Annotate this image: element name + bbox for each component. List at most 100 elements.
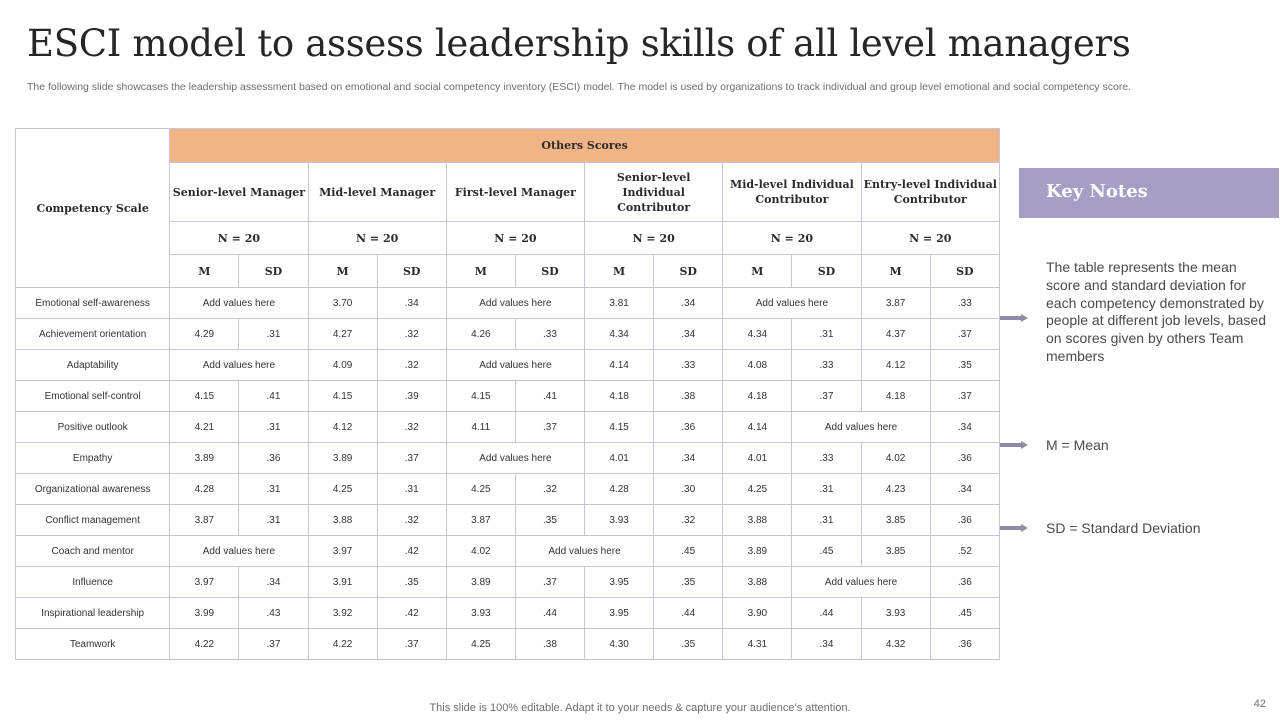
score-cell: 4.08	[722, 349, 793, 381]
sample-size-header: N = 20	[584, 221, 724, 255]
table-row: Achievement orientation 4.29.31 4.27.32 4.2…	[14, 318, 1001, 350]
score-cell: .52	[929, 535, 1001, 567]
score-cell: .34	[653, 287, 724, 319]
score-cell: .36	[238, 442, 309, 474]
competency-label: Adaptability	[14, 349, 171, 381]
score-cell: .33	[653, 349, 724, 381]
score-cell: 3.89	[307, 442, 378, 474]
table-row: Conflict management 3.87.31 3.88.32 3.87.35…	[14, 504, 1001, 536]
mean-header: M	[860, 254, 931, 288]
score-cell: .31	[238, 411, 309, 443]
sample-size-header: N = 20	[307, 221, 447, 255]
score-cell: 3.87	[860, 287, 931, 319]
score-cell: .34	[238, 566, 309, 598]
arrow-icon	[1000, 314, 1028, 322]
score-cell: 4.02	[860, 442, 931, 474]
mean-header: M	[722, 254, 793, 288]
group-header: Entry-level Individual Contributor	[860, 162, 1001, 222]
score-cell: 4.15	[584, 411, 655, 443]
competency-label: Inspirational leadership	[14, 597, 171, 629]
score-cell: 3.90	[722, 597, 793, 629]
score-cell: 4.21	[169, 411, 240, 443]
score-cell: .37	[514, 411, 586, 443]
score-cell: 3.92	[307, 597, 378, 629]
score-cell: .31	[791, 473, 862, 505]
score-cell: .34	[929, 473, 1001, 505]
score-cell: .31	[791, 504, 862, 536]
score-cell: .37	[514, 566, 586, 598]
others-scores-header: Others Scores	[169, 128, 1000, 163]
key-notes-box: Key Notes	[1019, 168, 1279, 218]
score-cell: 3.93	[445, 597, 516, 629]
competency-scale-header: Competency Scale	[14, 128, 171, 288]
score-cell: 4.02	[445, 535, 516, 567]
group-header: Senior-level Manager	[169, 162, 309, 222]
mean-header: M	[584, 254, 655, 288]
table-row: Adaptability Add values here 4.09.32 Add va…	[14, 349, 1001, 381]
score-cell: .44	[514, 597, 586, 629]
competency-label: Influence	[14, 566, 171, 598]
placeholder-cell: Add values here	[169, 349, 309, 381]
score-cell: 3.97	[307, 535, 378, 567]
mean-header: M	[445, 254, 516, 288]
score-cell: .45	[791, 535, 862, 567]
score-cell: .36	[929, 566, 1001, 598]
score-cell: .31	[238, 473, 309, 505]
sample-size-header: N = 20	[445, 221, 586, 255]
footer-text: This slide is 100% editable. Adapt it to…	[429, 702, 851, 714]
score-cell: 3.93	[860, 597, 931, 629]
score-cell: 4.12	[860, 349, 931, 381]
score-cell: 4.23	[860, 473, 931, 505]
score-cell: 4.18	[860, 380, 931, 412]
score-cell: 3.99	[169, 597, 240, 629]
score-cell: 3.87	[169, 504, 240, 536]
score-cell: 4.25	[445, 473, 516, 505]
mean-header: M	[307, 254, 378, 288]
competency-label: Conflict management	[14, 504, 171, 536]
table-row: Influence 3.97.34 3.91.35 3.89.37 3.95.35 3.8…	[14, 566, 1001, 598]
sample-size-header: N = 20	[169, 221, 309, 255]
sample-size-header: N = 20	[860, 221, 1001, 255]
placeholder-cell: Add values here	[445, 349, 586, 381]
score-cell: 3.95	[584, 597, 655, 629]
score-cell: .32	[376, 349, 447, 381]
score-cell: .42	[376, 535, 447, 567]
score-cell: 3.89	[169, 442, 240, 474]
placeholder-cell: Add values here	[169, 535, 309, 567]
score-cell: .37	[791, 380, 862, 412]
table-row: Emotional self-awareness Add values here 3…	[14, 287, 1001, 319]
score-cell: .31	[238, 504, 309, 536]
score-cell: 4.28	[169, 473, 240, 505]
key-note-mean: M = Mean	[1046, 437, 1109, 453]
score-cell: 4.29	[169, 318, 240, 350]
score-cell: .44	[653, 597, 724, 629]
placeholder-cell: Add values here	[445, 287, 586, 319]
score-cell: 4.25	[445, 628, 516, 660]
table-row: Organizational awareness 4.28.31 4.25.31 4.…	[14, 473, 1001, 505]
slide-title: ESCI model to assess leadership skills o…	[27, 22, 1131, 65]
score-cell: .43	[238, 597, 309, 629]
competency-label: Teamwork	[14, 628, 171, 660]
score-cell: 4.26	[445, 318, 516, 350]
score-cell: .32	[376, 411, 447, 443]
score-cell: .33	[514, 318, 586, 350]
score-cell: 4.22	[307, 628, 378, 660]
score-cell: 3.97	[169, 566, 240, 598]
score-cell: 3.88	[722, 566, 793, 598]
sd-header: SD	[514, 254, 586, 288]
score-cell: 4.15	[169, 380, 240, 412]
score-cell: 4.18	[584, 380, 655, 412]
score-cell: .38	[514, 628, 586, 660]
score-cell: 3.95	[584, 566, 655, 598]
score-cell: .37	[376, 442, 447, 474]
score-cell: .31	[238, 318, 309, 350]
group-header: Mid-level Individual Contributor	[722, 162, 862, 222]
score-cell: .35	[929, 349, 1001, 381]
score-cell: 4.14	[584, 349, 655, 381]
placeholder-cell: Add values here	[514, 535, 655, 567]
score-cell: .32	[653, 504, 724, 536]
key-notes-title: Key Notes	[1046, 181, 1148, 202]
group-header: First-level Manager	[445, 162, 586, 222]
score-cell: .35	[514, 504, 586, 536]
score-cell: .41	[238, 380, 309, 412]
